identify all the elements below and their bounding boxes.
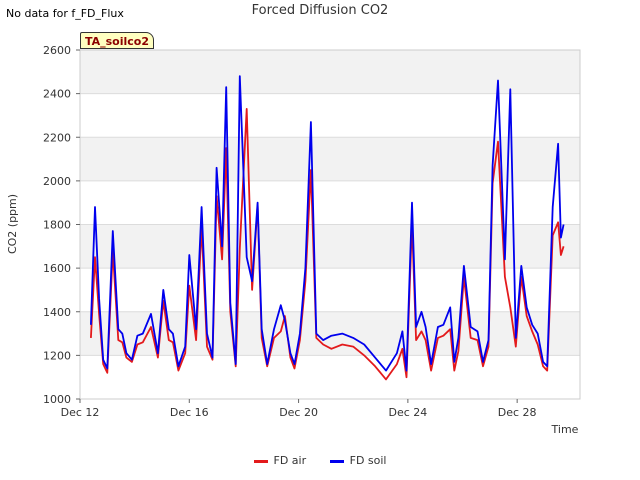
grid-band bbox=[80, 137, 580, 181]
y-tick-label: 2400 bbox=[43, 88, 71, 101]
y-tick-label: 1600 bbox=[43, 262, 71, 275]
legend-item-fd-soil[interactable]: FD soil bbox=[329, 454, 387, 467]
grid-band bbox=[80, 224, 580, 269]
y-tick-label: 2600 bbox=[43, 44, 71, 57]
chart-title: Forced Diffusion CO2 bbox=[251, 3, 389, 18]
x-axis-label: Time bbox=[551, 423, 579, 436]
y-tick-label: 1200 bbox=[43, 349, 71, 362]
y-tick-label: 1800 bbox=[43, 219, 71, 232]
grid-band bbox=[80, 93, 580, 138]
series-layer bbox=[90, 75, 565, 381]
plot-background bbox=[79, 49, 581, 400]
grid-band bbox=[80, 180, 580, 225]
grid-band bbox=[80, 50, 580, 94]
grid-band bbox=[80, 355, 580, 399]
x-tick-label: Dec 28 bbox=[498, 406, 537, 419]
y-tick-label: 2200 bbox=[43, 131, 71, 144]
x-axis: Dec 12 Dec 16 Dec 20 Dec 24 Dec 28 bbox=[61, 399, 537, 419]
x-tick-label: Dec 20 bbox=[279, 406, 318, 419]
no-data-note: No data for f_FD_Flux bbox=[6, 7, 124, 20]
legend-swatch-fd-air bbox=[253, 459, 268, 463]
variable-tag[interactable]: TA_soilco2 bbox=[80, 32, 154, 49]
x-tick-label: Dec 12 bbox=[61, 406, 100, 419]
legend-label-fd-soil: FD soil bbox=[349, 454, 387, 467]
legend-label-fd-air: FD air bbox=[273, 454, 307, 467]
y-axis: 1000 1200 1400 1600 1800 2000 2200 2400 2600 bbox=[43, 44, 80, 406]
legend-item-fd-air[interactable]: FD air bbox=[253, 454, 307, 467]
legend-swatch-fd-soil bbox=[329, 459, 344, 463]
x-tick-label: Dec 24 bbox=[388, 406, 427, 419]
series-line-fd-soil bbox=[90, 75, 565, 372]
y-axis-label: CO2 (ppm) bbox=[6, 194, 19, 254]
y-tick-label: 1400 bbox=[43, 306, 71, 319]
x-tick-label: Dec 16 bbox=[170, 406, 209, 419]
y-tick-label: 2000 bbox=[43, 175, 71, 188]
legend: FD air FD soil bbox=[0, 454, 640, 467]
y-tick-label: 1000 bbox=[43, 393, 71, 406]
